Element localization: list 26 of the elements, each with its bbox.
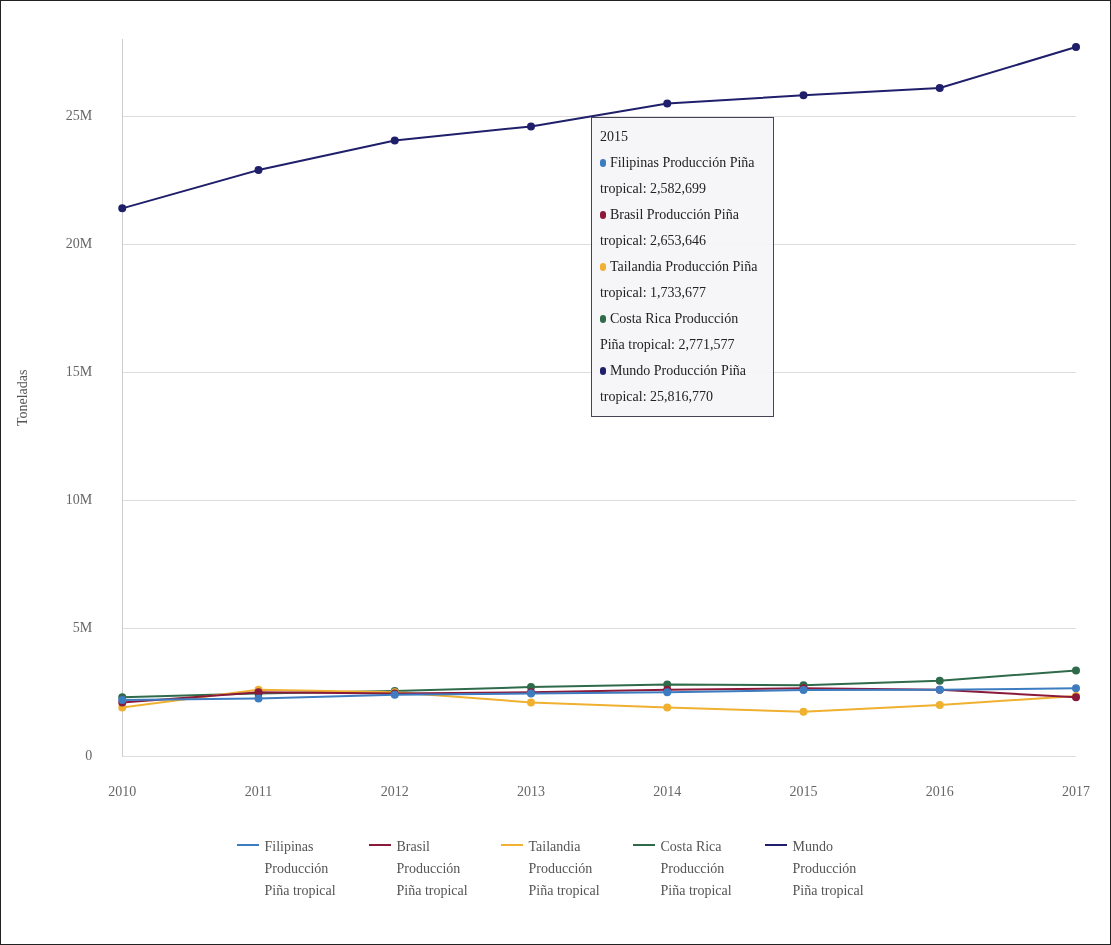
annotation: 2015 <box>599 128 629 147</box>
x-tick-label: 2010 <box>108 784 137 800</box>
x-tick-label: 2014 <box>653 784 682 800</box>
y-tick-label: 10M <box>65 491 93 507</box>
legend-label: Brasil Producción Piña tropical <box>396 838 469 900</box>
y-axis-title: Toneladas <box>15 369 31 427</box>
legend-label: Tailandia Producción Piña tropical <box>528 838 601 900</box>
x-tick-label: 2015 <box>789 784 818 800</box>
y-tick-label: 25M <box>65 107 93 123</box>
annotation: Tailandia Producción Piña tropical: 1,733,677 <box>599 258 759 303</box>
y-tick-label: 15M <box>65 363 93 379</box>
y-tick-label: 20M <box>65 235 93 251</box>
y-tick-label: 5M <box>72 619 93 635</box>
legend-label: Costa Rica Producción Piña tropical <box>660 838 733 900</box>
annotation: Brasil Producción Piña tropical: 2,653,646 <box>599 206 740 251</box>
annotation: Filipinas Producción Piña tropical: 2,582,699 <box>599 154 756 199</box>
x-tick-label: 2012 <box>380 784 409 800</box>
x-tick-label: 2011 <box>244 784 273 800</box>
legend-label: Filipinas Producción Piña tropical <box>264 838 337 900</box>
x-tick-label: 2016 <box>925 784 954 800</box>
legend-label: Mundo Producción Piña tropical <box>792 838 865 900</box>
x-tick-label: 2013 <box>517 784 545 800</box>
y-tick-label: 0 <box>85 747 93 763</box>
annotation: Costa Rica Producción Piña tropical: 2,771,577 <box>599 310 740 355</box>
x-tick-label: 2017 <box>1062 784 1090 800</box>
annotation: Mundo Producción Piña tropical: 25,816,770 <box>599 362 747 407</box>
